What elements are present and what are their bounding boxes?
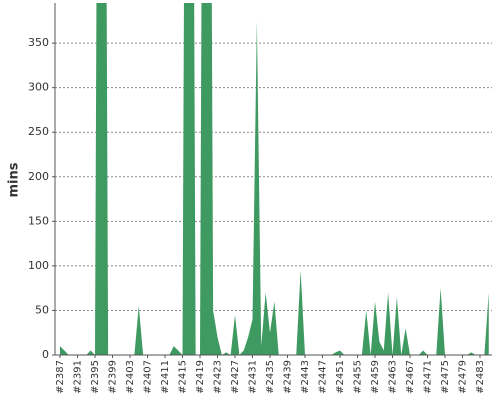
x-tick-label: #2387	[55, 360, 66, 394]
x-tick-label: #2403	[125, 360, 136, 394]
x-tick-label: #2447	[318, 360, 329, 394]
area	[60, 3, 489, 355]
x-tick-label: #2423	[213, 360, 224, 394]
y-tick-label: 0	[42, 348, 49, 361]
y-tick-label: 200	[28, 170, 49, 183]
x-tick-label: #2479	[458, 360, 469, 394]
x-tick-label: #2415	[178, 360, 189, 394]
y-tick-label: 250	[28, 125, 49, 138]
y-tick-label: 50	[35, 303, 49, 316]
x-tick-label: #2439	[283, 360, 294, 394]
x-tick-label: #2463	[388, 360, 399, 394]
x-tick-label: #2467	[405, 360, 416, 394]
x-tick-label: #2411	[160, 360, 171, 394]
x-tick-label: #2419	[195, 360, 206, 394]
x-tick-label: #2471	[423, 360, 434, 394]
x-tick-label: #2455	[353, 360, 364, 394]
y-tick-label: 350	[28, 36, 49, 49]
x-tick-label: #2391	[73, 360, 84, 394]
x-tick-label: #2407	[143, 360, 154, 394]
x-tick-label: #2451	[335, 360, 346, 394]
x-tick-label: #2483	[475, 360, 486, 394]
x-tick-label: #2435	[265, 360, 276, 394]
y-tick-label: 300	[28, 81, 49, 94]
y-tick-label: 150	[28, 214, 49, 227]
x-tick-label: #2459	[370, 360, 381, 394]
x-tick-label: #2395	[90, 360, 101, 394]
y-axis-label: mins	[7, 162, 22, 197]
y-tick-label: 100	[28, 259, 49, 272]
x-tick-label: #2475	[440, 360, 451, 394]
x-tick-label: #2431	[248, 360, 259, 394]
x-tick-label: #2443	[300, 360, 311, 394]
x-tick-label: #2427	[230, 360, 241, 394]
x-tick-label: #2399	[108, 360, 119, 394]
